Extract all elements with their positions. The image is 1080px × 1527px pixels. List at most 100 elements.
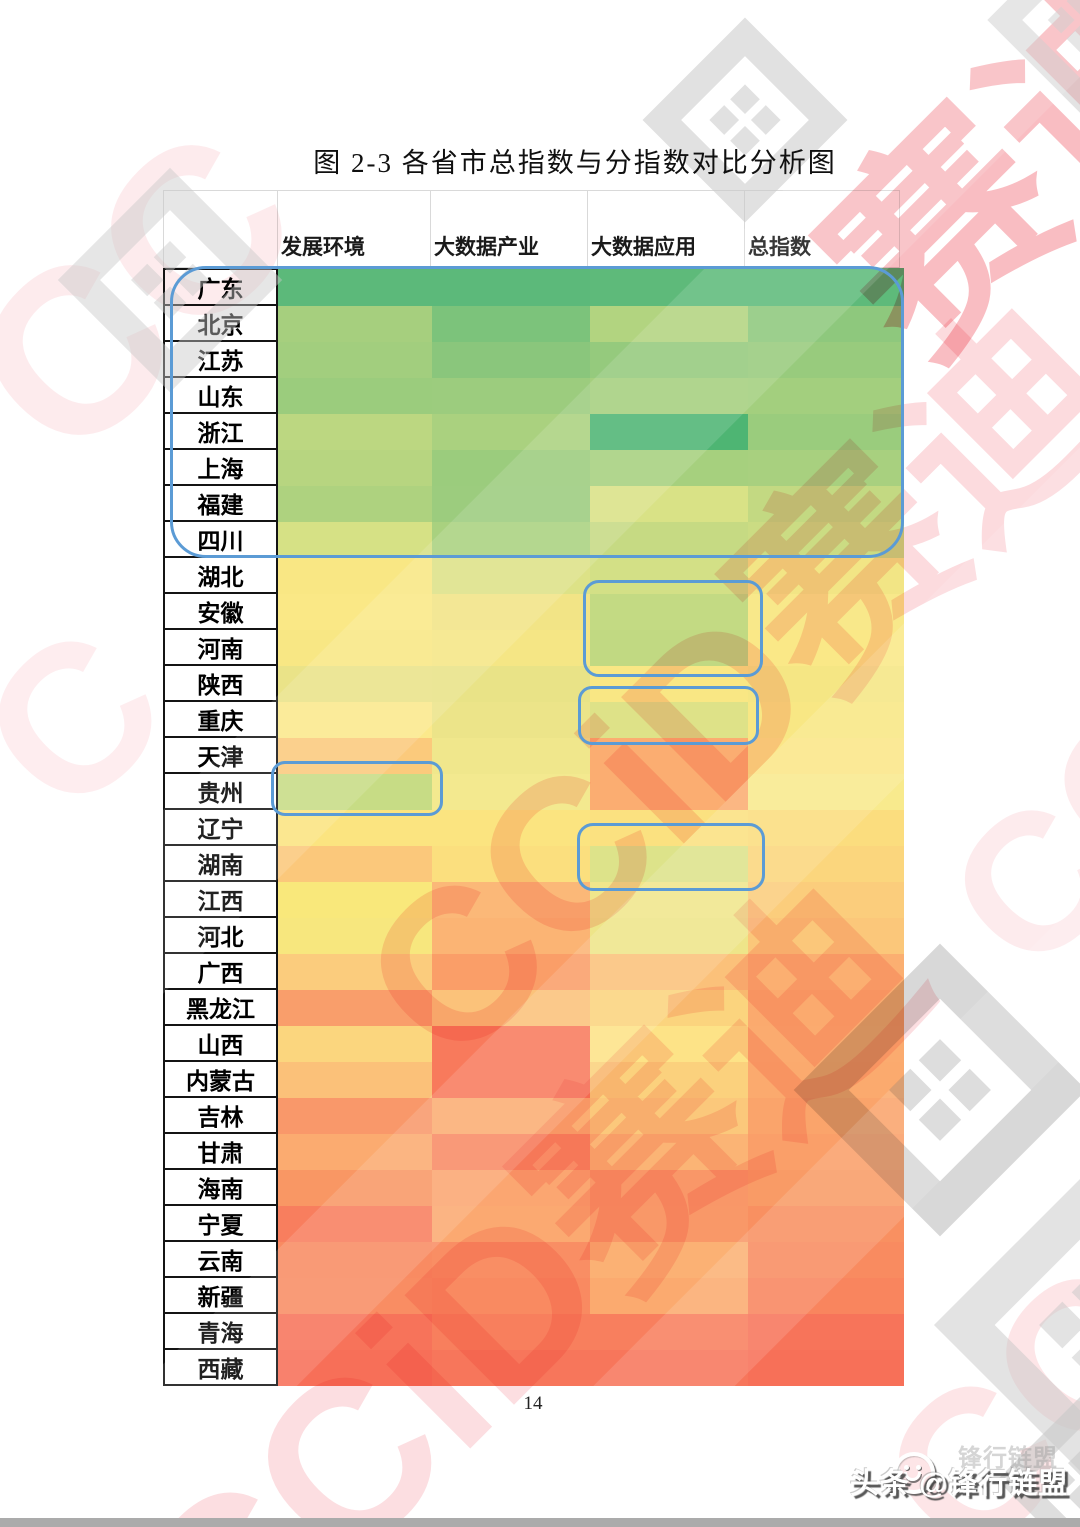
heatmap-cell-河南-发展环境 [278, 630, 432, 666]
header-corner-cell [163, 190, 278, 268]
highlight-box-hunan-application [577, 823, 765, 891]
heatmap-cell-内蒙古-大数据产业 [432, 1062, 590, 1098]
heatmap-cell-山东-大数据产业 [432, 378, 590, 414]
heatmap-cell-内蒙古-大数据应用 [590, 1062, 748, 1098]
heatmap-cell-湖北-总指数 [748, 558, 904, 594]
heatmap-cell-陕西-大数据应用 [590, 666, 748, 702]
heatmap-cell-江苏-大数据产业 [432, 342, 590, 378]
heatmap-cell-湖北-大数据应用 [590, 558, 748, 594]
heatmap-cell-海南-大数据产业 [432, 1170, 590, 1206]
table-row-广西: 广西 [163, 952, 904, 990]
heatmap-cell-吉林-发展环境 [278, 1098, 432, 1134]
province-label: 重庆 [163, 700, 278, 738]
province-label: 海南 [163, 1168, 278, 1206]
heatmap-cell-青海-大数据应用 [590, 1314, 748, 1350]
heatmap-cell-辽宁-大数据应用 [590, 810, 748, 846]
heatmap-cell-重庆-大数据产业 [432, 702, 590, 738]
province-label: 西藏 [163, 1348, 278, 1386]
heatmap-cell-贵州-发展环境 [278, 774, 432, 810]
heatmap-cell-甘肃-大数据产业 [432, 1134, 590, 1170]
heatmap-cell-上海-大数据产业 [432, 450, 590, 486]
province-label: 贵州 [163, 772, 278, 810]
province-label: 新疆 [163, 1276, 278, 1314]
province-label: 黑龙江 [163, 988, 278, 1026]
heatmap-cell-广东-大数据应用 [590, 268, 748, 306]
heatmap-cell-新疆-总指数 [748, 1278, 904, 1314]
province-label: 湖南 [163, 844, 278, 882]
heatmap-cell-山西-大数据应用 [590, 1026, 748, 1062]
heatmap-cell-吉林-大数据产业 [432, 1098, 590, 1134]
heatmap-cell-上海-发展环境 [278, 450, 432, 486]
heatmap-header-row: 发展环境 大数据产业 大数据应用 总指数 [163, 190, 904, 268]
province-label: 福建 [163, 484, 278, 522]
heatmap-cell-河北-大数据产业 [432, 918, 590, 954]
heatmap-cell-江苏-发展环境 [278, 342, 432, 378]
heatmap-cell-福建-大数据应用 [590, 486, 748, 522]
heatmap-cell-宁夏-总指数 [748, 1206, 904, 1242]
heatmap-cell-西藏-总指数 [748, 1350, 904, 1386]
heatmap-cell-贵州-大数据产业 [432, 774, 590, 810]
heatmap-cell-云南-总指数 [748, 1242, 904, 1278]
table-row-辽宁: 辽宁 [163, 808, 904, 846]
table-row-新疆: 新疆 [163, 1276, 904, 1314]
heatmap-cell-山东-发展环境 [278, 378, 432, 414]
province-label: 上海 [163, 448, 278, 486]
heatmap-cell-北京-大数据应用 [590, 306, 748, 342]
heatmap-cell-安徽-发展环境 [278, 594, 432, 630]
heatmap-cell-山西-发展环境 [278, 1026, 432, 1062]
heatmap-cell-黑龙江-发展环境 [278, 990, 432, 1026]
heatmap-cell-新疆-发展环境 [278, 1278, 432, 1314]
heatmap-cell-福建-总指数 [748, 486, 904, 522]
heatmap-cell-云南-大数据产业 [432, 1242, 590, 1278]
province-label: 河北 [163, 916, 278, 954]
ccid-diamond-logo-icon [985, 0, 1080, 115]
heatmap-cell-江苏-大数据应用 [590, 342, 748, 378]
heatmap-cell-福建-大数据产业 [432, 486, 590, 522]
table-row-黑龙江: 黑龙江 [163, 988, 904, 1026]
heatmap-cell-内蒙古-发展环境 [278, 1062, 432, 1098]
heatmap-cell-河北-大数据应用 [590, 918, 748, 954]
heatmap-cell-辽宁-大数据产业 [432, 810, 590, 846]
smiley-logo-icon [893, 1452, 935, 1494]
footer-brand-text: 头条 @锋行链盟 [850, 1468, 1069, 1500]
heatmap-cell-北京-发展环境 [278, 306, 432, 342]
heatmap-cell-重庆-总指数 [748, 702, 904, 738]
heatmap-cell-河南-总指数 [748, 630, 904, 666]
heatmap-cell-浙江-大数据应用 [590, 414, 748, 450]
highlight-box-chongqing-application [578, 686, 759, 745]
table-row-山西: 山西 [163, 1024, 904, 1062]
column-header-大数据应用: 大数据应用 [587, 190, 745, 268]
province-label: 云南 [163, 1240, 278, 1278]
column-header-大数据产业: 大数据产业 [430, 190, 588, 268]
heatmap-cell-陕西-发展环境 [278, 666, 432, 702]
heatmap-cell-云南-大数据应用 [590, 1242, 748, 1278]
table-row-陕西: 陕西 [163, 664, 904, 702]
heatmap-cell-青海-发展环境 [278, 1314, 432, 1350]
heatmap-cell-浙江-大数据产业 [432, 414, 590, 450]
heatmap-cell-江西-发展环境 [278, 882, 432, 918]
heatmap-cell-广西-发展环境 [278, 954, 432, 990]
ccid-watermark-text: CC [906, 657, 1080, 1011]
heatmap-cell-内蒙古-总指数 [748, 1062, 904, 1098]
heatmap-cell-天津-发展环境 [278, 738, 432, 774]
heatmap-cell-江西-总指数 [748, 882, 904, 918]
province-label: 吉林 [163, 1096, 278, 1134]
column-header-发展环境: 发展环境 [277, 190, 431, 268]
heatmap-cell-浙江-发展环境 [278, 414, 432, 450]
table-row-福建: 福建 [163, 484, 904, 522]
table-row-上海: 上海 [163, 448, 904, 486]
table-row-西藏: 西藏 [163, 1348, 904, 1386]
heatmap-cell-辽宁-总指数 [748, 810, 904, 846]
heatmap-cell-福建-发展环境 [278, 486, 432, 522]
heatmap-cell-海南-总指数 [748, 1170, 904, 1206]
table-row-海南: 海南 [163, 1168, 904, 1206]
province-label: 山东 [163, 376, 278, 414]
heatmap-cell-甘肃-大数据应用 [590, 1134, 748, 1170]
province-label: 陕西 [163, 664, 278, 702]
heatmap-cell-江苏-总指数 [748, 342, 904, 378]
heatmap-cell-北京-大数据产业 [432, 306, 590, 342]
heatmap-cell-黑龙江-大数据应用 [590, 990, 748, 1026]
heatmap-cell-广西-大数据产业 [432, 954, 590, 990]
province-label: 辽宁 [163, 808, 278, 846]
